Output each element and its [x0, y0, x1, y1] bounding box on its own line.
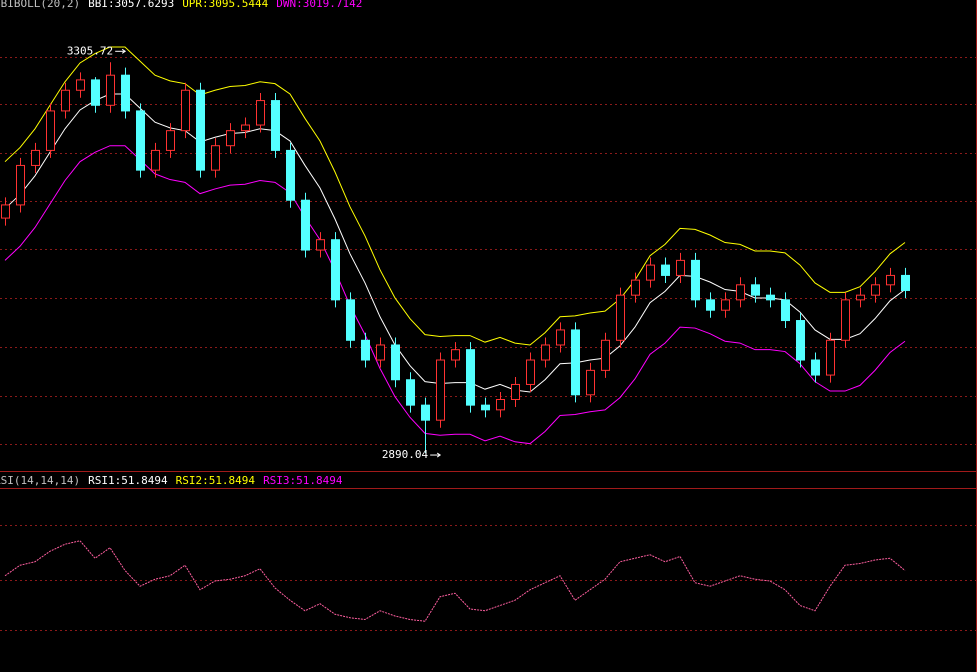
- annotation-arrowhead: [121, 48, 127, 54]
- candle-body: [151, 149, 160, 171]
- candle-body: [121, 74, 130, 112]
- candle-body: [361, 339, 370, 361]
- candle-body: [61, 89, 70, 112]
- candle-body: [856, 294, 865, 301]
- candle-body: [676, 259, 685, 276]
- candle-body: [406, 379, 415, 406]
- candle-body: [331, 239, 340, 301]
- annotation-arrowhead: [436, 452, 442, 458]
- candle-body: [301, 199, 310, 251]
- legend-text: UPR:3095.5444: [182, 0, 268, 10]
- legend-text: BBI:3057.6293: [88, 0, 174, 10]
- series-line: [4, 46, 906, 346]
- candle-body: [376, 344, 385, 361]
- series-line: [4, 540, 906, 622]
- candle-body: [256, 100, 265, 126]
- legend-text: RSI2:51.8494: [176, 474, 256, 487]
- candle-body: [661, 264, 670, 276]
- candle-body: [841, 299, 850, 341]
- candle-body: [241, 124, 250, 132]
- candle-body: [571, 329, 580, 396]
- candle-body: [796, 320, 805, 361]
- annotation: 3305.72: [67, 44, 113, 57]
- candle-body: [751, 284, 760, 296]
- candle-body: [811, 359, 820, 376]
- candle-body: [211, 145, 220, 171]
- candle-body: [451, 349, 460, 361]
- candle-body: [481, 404, 490, 411]
- candle-body: [511, 383, 520, 400]
- candle-body: [766, 294, 775, 301]
- candle-body: [226, 130, 235, 147]
- candle-body: [31, 149, 40, 166]
- legend-text: RSI(14,14,14): [0, 474, 80, 487]
- candle-body: [91, 79, 100, 106]
- annotation: 2890.04: [382, 448, 429, 461]
- candle-body: [526, 359, 535, 385]
- candle-body: [436, 359, 445, 421]
- candle-body: [691, 259, 700, 301]
- candle-body: [286, 149, 295, 201]
- candle-body: [781, 299, 790, 322]
- candle-body: [826, 339, 835, 376]
- candle-body: [346, 299, 355, 341]
- candle-body: [706, 299, 715, 311]
- candle-body: [646, 264, 655, 281]
- candle-body: [601, 339, 610, 371]
- candle-body: [496, 399, 505, 411]
- candle-body: [541, 344, 550, 361]
- legend-text: RSI3:51.8494: [263, 474, 343, 487]
- legend-text: RSI1:51.8494: [88, 474, 168, 487]
- candle-body: [16, 164, 25, 206]
- candle-body: [466, 349, 475, 406]
- candle-body: [616, 294, 625, 341]
- candle-body: [166, 130, 175, 151]
- candle-body: [556, 329, 565, 346]
- candle-body: [586, 369, 595, 396]
- candle-body: [46, 110, 55, 151]
- candle-body: [136, 110, 145, 171]
- candle-body: [181, 89, 190, 132]
- candle-body: [421, 404, 430, 421]
- candle-body: [871, 284, 880, 296]
- candle-body: [901, 274, 910, 291]
- candle-body: [271, 100, 280, 151]
- candle-body: [106, 74, 115, 106]
- candle-body: [736, 284, 745, 301]
- candle-body: [196, 89, 205, 171]
- candle-body: [316, 239, 325, 251]
- candle-body: [76, 79, 85, 91]
- candle-body: [721, 299, 730, 311]
- candle-body: [631, 279, 640, 296]
- candle-body: [391, 344, 400, 381]
- candle-body: [886, 274, 895, 286]
- legend-text: BBIBOLL(20,2): [0, 0, 80, 10]
- legend-text: DWN:3019.7142: [276, 0, 362, 10]
- candle-body: [1, 204, 10, 219]
